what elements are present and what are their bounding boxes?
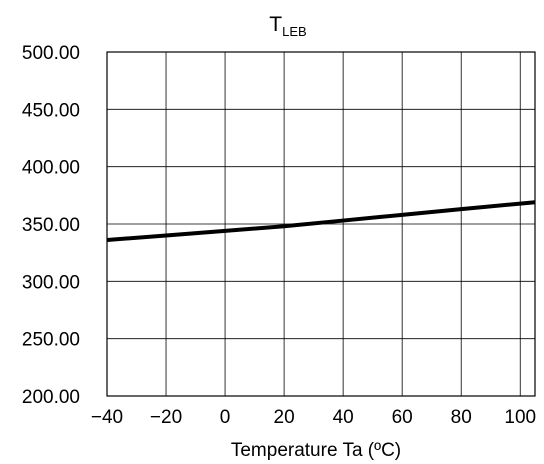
x-axis-label: Temperature Ta (ºC) xyxy=(231,440,401,461)
grid xyxy=(106,51,535,397)
y-tick-label: 400.00 xyxy=(22,158,80,179)
x-tick-label: 80 xyxy=(451,407,472,428)
y-tick-label: 250.00 xyxy=(22,330,80,351)
x-tick-label: 0 xyxy=(220,407,231,428)
x-tick-label: 100 xyxy=(504,407,536,428)
x-tick-label: 20 xyxy=(274,407,295,428)
y-tick-label: 200.00 xyxy=(22,387,80,408)
chart-title-subscript: LEB xyxy=(282,24,307,39)
series-line-0 xyxy=(106,200,536,243)
chart-title-main: T xyxy=(269,13,282,36)
x-tick-label: 40 xyxy=(333,407,354,428)
plot-frame xyxy=(106,51,536,397)
y-tick-label: 500.00 xyxy=(22,43,80,64)
y-tick-label: 300.00 xyxy=(22,272,80,293)
chart-title: TLEB xyxy=(269,13,306,39)
x-tick-label: −40 xyxy=(91,407,123,428)
y-axis-tick-labels: 200.00 250.00 300.00 350.00 400.00 450.00 500.… xyxy=(22,43,80,408)
x-tick-label: 60 xyxy=(392,407,413,428)
y-tick-label: 450.00 xyxy=(22,100,80,121)
y-tick-label: 350.00 xyxy=(22,215,80,236)
x-tick-label: −20 xyxy=(150,407,182,428)
x-axis-tick-labels: −40 −20 0 20 40 60 80 100 xyxy=(91,407,536,428)
series-layer xyxy=(106,200,536,243)
